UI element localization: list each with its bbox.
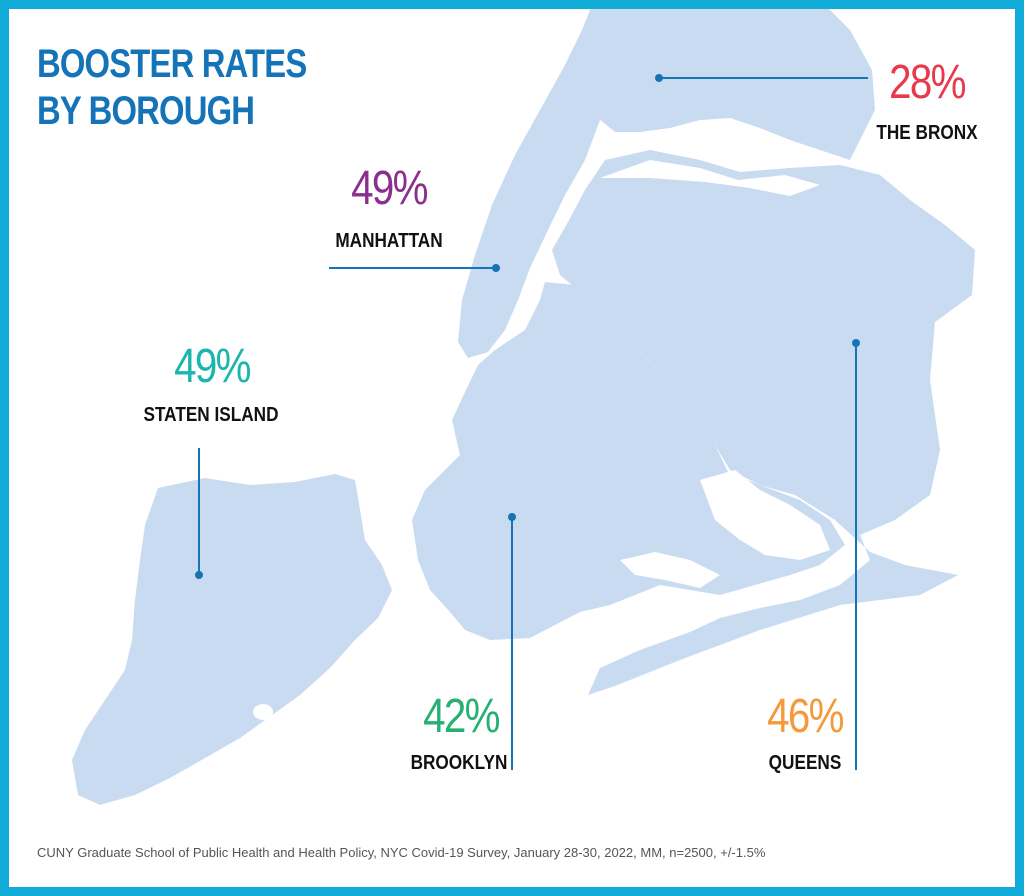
manhattan-rate: 49% xyxy=(351,162,428,215)
brooklyn-marker xyxy=(508,513,516,521)
queens-shape xyxy=(552,150,975,695)
bronx-label: THE BRONX xyxy=(876,122,978,144)
manhattan-label: MANHATTAN xyxy=(335,230,443,252)
bronx-marker xyxy=(655,74,663,82)
chart-title: BOOSTER RATES BY BOROUGH xyxy=(37,41,307,135)
title-line-1: BOOSTER RATES xyxy=(37,42,307,86)
manhattan-marker xyxy=(492,264,500,272)
staten-island-shape xyxy=(72,474,392,805)
queens-rate: 46% xyxy=(767,690,844,743)
bronx-rate: 28% xyxy=(889,56,966,109)
staten-island-marker xyxy=(195,571,203,579)
queens-marker xyxy=(852,339,860,347)
nyc-borough-map xyxy=(72,9,975,805)
brooklyn-rate: 42% xyxy=(423,690,500,743)
brooklyn-label: BROOKLYN xyxy=(410,752,508,774)
staten-island-rate: 49% xyxy=(174,340,251,393)
queens-label: QUEENS xyxy=(768,752,842,774)
brooklyn-shape xyxy=(412,282,845,640)
staten-island-label: STATEN ISLAND xyxy=(143,404,279,426)
bronx-shape xyxy=(588,9,875,160)
source-note: CUNY Graduate School of Public Health an… xyxy=(37,845,766,860)
title-line-2: BY BOROUGH xyxy=(37,89,255,133)
